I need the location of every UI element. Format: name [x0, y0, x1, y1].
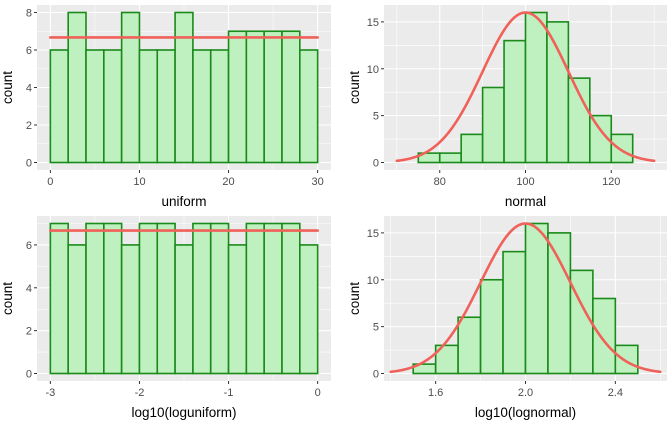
x-tick-label: 2.4 [608, 387, 623, 399]
histogram-bar [174, 244, 194, 375]
x-tick-label: -2 [135, 387, 145, 399]
histogram-bar [524, 222, 549, 375]
y-tick-label: 6 [26, 45, 32, 57]
histogram-bar [567, 77, 591, 164]
histogram-bar [299, 244, 319, 375]
y-tick-label: 4 [26, 283, 32, 295]
x-tick-label: 0 [315, 387, 321, 399]
y-tick-label: 5 [373, 111, 379, 123]
histogram-bar [85, 49, 105, 164]
x-tick-label: 30 [312, 176, 324, 188]
histogram-bar [245, 222, 265, 375]
y-tick-label: 6 [26, 240, 32, 252]
histogram-bar [67, 244, 87, 375]
density-curve [389, 222, 662, 374]
histogram-bar [610, 133, 634, 164]
y-tick-label: 8 [26, 8, 32, 20]
histogram-bar [138, 222, 159, 375]
y-tick-label: 0 [26, 369, 32, 381]
y-axis-title: count [347, 71, 362, 104]
x-axis-title: normal [505, 194, 546, 209]
histogram-bar [481, 86, 505, 164]
chart-panel-1: 0 10 20 30 0 2 4 6 8 uniform count [0, 5, 331, 209]
y-tick-label: 10 [367, 275, 379, 287]
histogram-bar [85, 222, 105, 375]
y-tick-label: 4 [26, 83, 32, 95]
x-tick-label: 20 [222, 176, 234, 188]
y-tick-label: 0 [373, 369, 379, 381]
histogram-bar [524, 11, 548, 164]
chart-panel-3: -3 -2 -1 0 0 2 4 6 log10(loguniform) count [0, 216, 331, 420]
histogram-bar [263, 222, 283, 375]
y-axis-title: count [347, 282, 362, 315]
x-tick-label: 120 [602, 176, 620, 188]
x-tick-label: 100 [516, 176, 534, 188]
histogram-bar [67, 11, 87, 164]
x-tick-label: 80 [434, 176, 446, 188]
y-tick-label: 15 [367, 228, 379, 240]
histogram-bar [227, 30, 248, 164]
y-tick-label: 5 [373, 322, 379, 334]
histogram-bar [460, 133, 484, 164]
x-axis-title: log10(loguniform) [131, 405, 236, 420]
x-tick-label: 0 [47, 176, 53, 188]
histogram-bar [49, 222, 69, 375]
histogram-bar [174, 11, 194, 164]
x-tick-label: -3 [45, 387, 55, 399]
histogram-bar [263, 30, 283, 164]
y-axis-title: count [0, 71, 15, 104]
y-tick-label: 0 [373, 158, 379, 170]
histogram-bar [479, 278, 504, 375]
histogram-bar [281, 30, 301, 164]
histogram-bar [192, 49, 212, 164]
histogram-bar [503, 39, 527, 164]
histogram-bar [299, 49, 319, 164]
x-tick-label: -1 [224, 387, 234, 399]
histogram-bar [103, 222, 123, 375]
y-tick-label: 15 [367, 17, 379, 29]
chart-panel-4: 1.6 2.0 2.4 0 5 10 15 log10(lognormal) count [347, 216, 667, 420]
histogram-bar [569, 269, 594, 375]
histogram-bar [120, 11, 141, 164]
histogram-bar [120, 244, 141, 375]
y-tick-label: 0 [26, 158, 32, 170]
histogram-bar [245, 30, 265, 164]
histogram-bar [156, 49, 176, 164]
histogram-bar [438, 152, 462, 164]
histogram-bar [547, 232, 572, 375]
histogram-bar [457, 316, 482, 375]
histogram-bar [103, 49, 123, 164]
x-tick-label: 10 [133, 176, 145, 188]
x-axis-title: log10(lognormal) [475, 405, 576, 420]
density-curve [395, 11, 656, 163]
histogram-bar [502, 250, 527, 375]
y-tick-label: 2 [26, 120, 32, 132]
histogram-bar [546, 21, 570, 164]
histogram-bar [614, 344, 639, 375]
y-tick-label: 10 [367, 64, 379, 76]
histogram-bar [138, 49, 159, 164]
x-tick-label: 1.6 [428, 387, 443, 399]
histogram-bar [209, 49, 230, 164]
x-axis-title: uniform [161, 194, 206, 209]
histogram-bar [49, 49, 69, 164]
histogram-bar [156, 222, 176, 375]
histogram-bar [592, 297, 617, 375]
y-tick-label: 2 [26, 326, 32, 338]
histogram-bar [209, 222, 230, 375]
histogram-bar [227, 244, 248, 375]
histogram-bar [281, 222, 301, 375]
chart-panel-2: 80 100 120 0 5 10 15 normal count [347, 5, 667, 209]
y-axis-title: count [0, 282, 15, 315]
x-tick-label: 2.0 [518, 387, 533, 399]
histogram-bar [192, 222, 212, 375]
